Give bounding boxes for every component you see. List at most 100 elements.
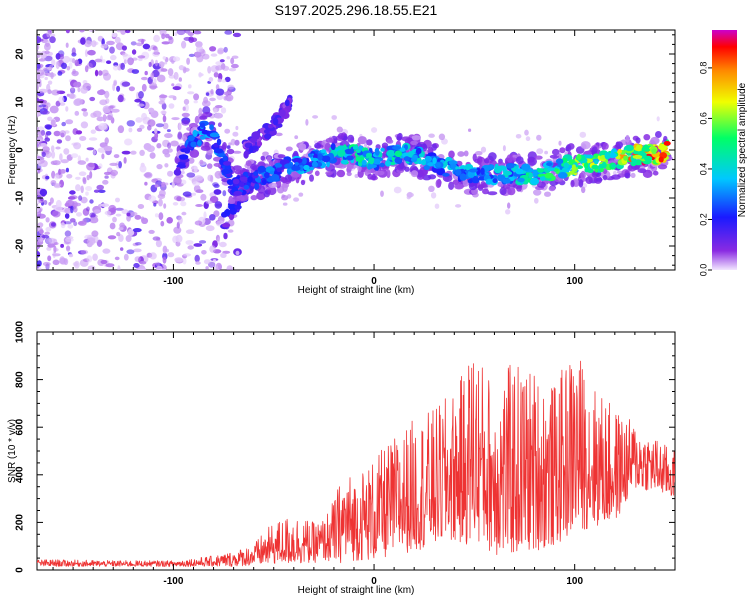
spectrogram-noise-cell — [79, 30, 85, 33]
spectrogram-ridge-cell — [367, 163, 372, 170]
spectrogram-noise-cell — [149, 252, 157, 260]
spectrogram-noise-cell — [161, 33, 166, 40]
spectrogram-noise-cell — [215, 84, 220, 91]
spectrogram-noise-cell — [51, 59, 56, 66]
spectrogram-noise-cell — [37, 38, 44, 42]
spectrogram-noise-cell — [171, 83, 175, 87]
spectrogram-noise-cell — [141, 38, 145, 45]
spectrogram-ridge-halo — [657, 164, 668, 170]
y-tick-label: 400 — [15, 466, 26, 483]
spectrogram-noise-cell — [180, 201, 187, 207]
spectrogram-ridge-cell — [386, 149, 396, 157]
spectrogram-noise-cell — [148, 61, 152, 68]
spectrogram-ridge-cell — [399, 147, 406, 152]
spectrogram-noise-cell — [162, 56, 166, 60]
spectrogram-noise-cell — [536, 148, 544, 155]
spectrogram-noise-cell — [193, 100, 198, 104]
spectrogram-noise-cell — [138, 57, 143, 62]
spectrogram-ridge-halo — [615, 141, 620, 147]
spectrogram-ridge-cell — [184, 147, 191, 154]
spectrogram-noise-cell — [106, 40, 115, 46]
spectrogram-noise-cell — [162, 115, 167, 123]
spectrogram-noise-cell — [126, 120, 135, 127]
spectrogram-noise-cell — [159, 189, 166, 197]
spectrogram-ridge-cell — [192, 129, 198, 137]
spectrogram-noise-cell — [74, 59, 80, 67]
spectrogram-noise-cell — [150, 72, 154, 80]
spectrogram-ridge-cell — [663, 141, 671, 146]
spectrogram-noise-cell — [98, 123, 108, 131]
spectrogram-ridge-cell — [344, 148, 355, 155]
spectrogram-noise-cell — [37, 110, 40, 118]
spectrogram-ridge-cell — [394, 150, 403, 157]
spectrogram-noise-cell — [502, 145, 506, 152]
spectrogram-noise-cell — [96, 184, 104, 190]
spectrogram-noise-cell — [203, 211, 207, 219]
spectrogram-noise-cell — [212, 182, 219, 187]
spectrogram-ridge-cell — [492, 178, 498, 184]
spectrogram-ridge-cell — [502, 178, 511, 184]
spectrogram-ridge-cell — [418, 153, 425, 158]
spectrogram-noise-cell — [298, 192, 304, 197]
spectrogram-ridge-cell — [213, 148, 224, 154]
spectrogram-ridge-halo — [371, 173, 376, 181]
spectrogram-noise-cell — [86, 206, 90, 212]
spectrogram-noise-cell — [77, 160, 87, 165]
spectrogram-ridge-halo — [457, 151, 465, 157]
spectrogram-noise-cell — [234, 139, 240, 146]
y-tick-label: 1000 — [15, 320, 26, 343]
spectrogram-noise-cell — [227, 229, 234, 233]
spectrogram-noise-cell — [85, 191, 89, 196]
spectrogram-noise-cell — [187, 31, 194, 36]
spectrogram-noise-cell — [191, 192, 196, 196]
spectrogram-noise-cell — [52, 259, 60, 266]
colorbar-label: Normalized spectral amplitude — [737, 82, 748, 217]
spectrogram-noise-cell — [73, 221, 78, 227]
spectrogram-noise-cell — [226, 265, 234, 270]
spectrogram-ridge-cell — [417, 160, 423, 165]
spectrogram-ridge-halo — [187, 157, 195, 164]
spectrogram-ridge-cell — [576, 154, 582, 160]
spectrogram-noise-cell — [47, 80, 53, 85]
spectrogram-noise-cell — [92, 253, 98, 261]
spectrogram-ridge-halo — [410, 140, 418, 146]
spectrogram-noise-cell — [66, 174, 73, 179]
spectrogram-ridge-cell — [485, 178, 493, 185]
spectrogram-ridge-cell — [320, 149, 327, 154]
spectrogram-noise-cell — [174, 257, 184, 263]
spectrogram-ridge-cell — [544, 172, 554, 179]
spectrogram-noise-cell — [82, 177, 87, 185]
spectrogram-noise-cell — [193, 30, 202, 35]
spectrogram-noise-cell — [156, 265, 163, 270]
spectrogram-noise-cell — [39, 188, 48, 197]
spectrogram-noise-cell — [66, 65, 71, 71]
spectrogram-ridge-cell — [427, 162, 434, 167]
spectrogram-noise-cell — [70, 87, 74, 91]
spectrogram-noise-cell — [65, 42, 69, 48]
spectrogram-noise-cell — [121, 150, 131, 155]
spectrogram-ridge-halo — [357, 136, 367, 145]
spectrogram-noise-cell — [208, 121, 216, 127]
spectrogram-noise-cell — [91, 230, 99, 237]
spectrogram-ridge-halo — [515, 156, 524, 165]
spectrogram-noise-cell — [121, 45, 127, 51]
spectrogram-branch-cell — [249, 145, 254, 153]
spectrogram-noise-cell — [177, 216, 183, 225]
spectrogram-noise-cell — [534, 197, 539, 204]
spectrogram-ridge-cell — [623, 155, 628, 161]
spectrogram-branch-cell — [251, 131, 261, 139]
figure-title: S197.2025.296.18.55.E21 — [275, 2, 438, 18]
spectrogram-noise-cell — [80, 87, 88, 94]
spectrogram-ridge-cell — [256, 177, 262, 183]
spectrogram-ridge-cell — [435, 162, 442, 167]
spectrogram-ridge-halo — [381, 152, 386, 159]
spectrogram-ridge-cell — [635, 144, 642, 152]
spectrogram-noise-cell — [160, 67, 164, 72]
spectrogram-ridge-cell — [454, 169, 462, 176]
spectrogram-noise-cell — [49, 105, 59, 114]
spectrogram-noise-cell — [53, 242, 59, 246]
spectrogram-ridge-halo — [325, 171, 333, 176]
spectrogram-noise-cell — [118, 161, 122, 169]
spectrogram-ridge-cell — [380, 147, 385, 152]
